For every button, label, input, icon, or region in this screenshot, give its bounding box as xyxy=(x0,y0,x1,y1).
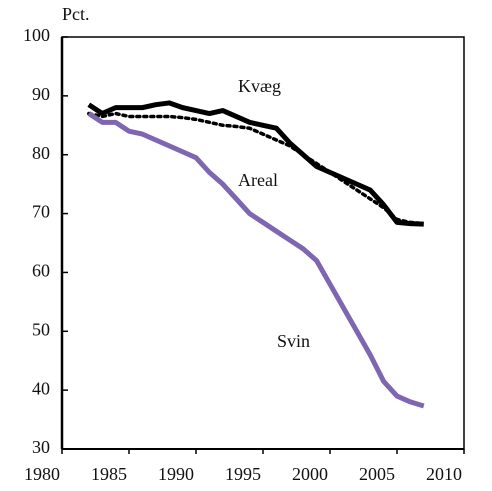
plot-frame xyxy=(61,36,465,450)
series-line xyxy=(87,111,426,226)
x-tick-label: 1985 xyxy=(91,464,127,484)
x-tick-label: 1995 xyxy=(225,464,261,484)
x-tick-label: 2005 xyxy=(359,464,395,484)
y-tick-label: 90 xyxy=(32,84,50,104)
y-tick-label: 80 xyxy=(32,143,50,163)
series-label: Kvæg xyxy=(238,76,281,96)
x-tick-label: 2000 xyxy=(292,464,328,484)
series-line xyxy=(87,100,424,227)
series-label: Svin xyxy=(277,331,310,351)
y-tick-label: 50 xyxy=(32,319,50,339)
y-tick-label: 70 xyxy=(32,202,50,222)
y-tick-label: 40 xyxy=(32,378,50,398)
x-tick-label: 1990 xyxy=(158,464,194,484)
x-tick-label: 1980 xyxy=(24,464,60,484)
y-tick-label: 60 xyxy=(32,261,50,281)
y-axis-label: Pct. xyxy=(62,4,90,24)
y-tick-label: 100 xyxy=(23,25,50,45)
y-tick-label: 30 xyxy=(32,437,50,457)
x-tick-label: 2010 xyxy=(426,464,462,484)
series-line xyxy=(87,111,425,409)
series-label: Areal xyxy=(238,170,278,190)
